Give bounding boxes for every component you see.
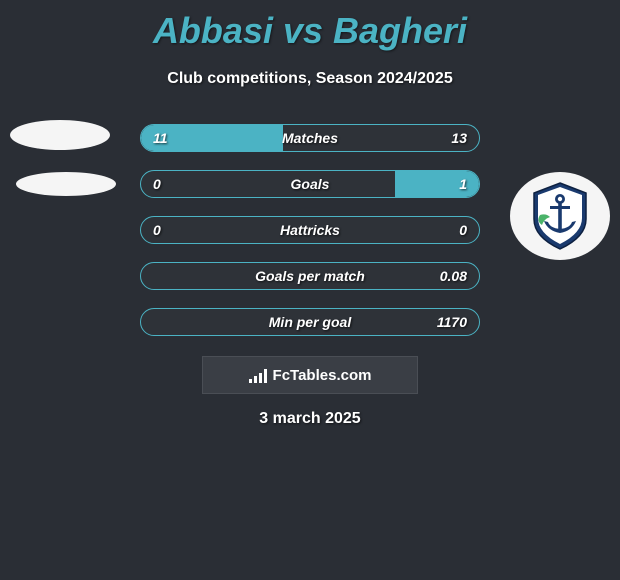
stat-label: Matches <box>141 125 479 151</box>
subtitle: Club competitions, Season 2024/2025 <box>0 70 620 88</box>
stat-value-right: 0 <box>459 217 467 243</box>
stat-row: Hattricks0 0 <box>140 216 480 244</box>
stat-value-left: 11 <box>153 125 168 151</box>
ellipse-shape <box>16 172 116 196</box>
stat-row: Matches11 13 <box>140 124 480 152</box>
stat-value-right: 1 <box>459 171 467 197</box>
club-badge-malavan <box>510 172 610 260</box>
stat-label: Goals <box>141 171 479 197</box>
stats-container: Matches1113Goals01Hattricks00Goals per m… <box>140 124 480 354</box>
brand-label: FcTables.com <box>273 367 372 384</box>
stat-value-right: 13 <box>451 125 467 151</box>
brand-box[interactable]: FcTables.com <box>202 356 418 394</box>
stat-value-left: 0 <box>153 217 161 243</box>
date-text: 3 march 2025 <box>0 410 620 428</box>
stat-row: Goals per match0.08 <box>140 262 480 290</box>
player-left-placeholder <box>10 120 116 196</box>
anchor-shield-icon <box>528 181 592 251</box>
stat-label: Min per goal <box>141 309 479 335</box>
ellipse-shape <box>10 120 110 150</box>
stat-label: Goals per match <box>141 263 479 289</box>
stat-value-right: 1170 <box>437 309 467 335</box>
player-right-club-badge <box>510 172 610 260</box>
stat-label: Hattricks <box>141 217 479 243</box>
barchart-icon <box>249 367 267 383</box>
stat-row: Goals0 1 <box>140 170 480 198</box>
page-title: Abbasi vs Bagheri <box>0 0 620 52</box>
stat-value-right: 0.08 <box>440 263 467 289</box>
stat-row: Min per goal1170 <box>140 308 480 336</box>
stat-value-left: 0 <box>153 171 161 197</box>
